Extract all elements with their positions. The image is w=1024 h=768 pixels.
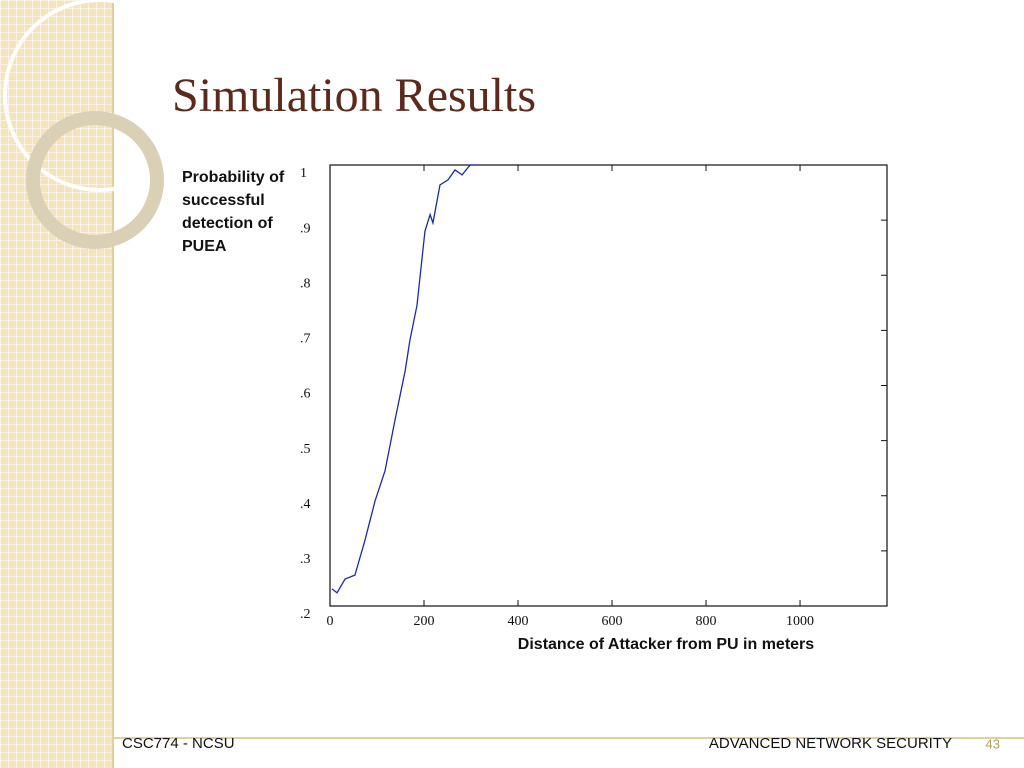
y-tick-label: .2 [300,607,311,622]
footer-left: CSC774 - NCSU [122,735,235,752]
plot-frame [329,164,888,607]
y-tick-label: .5 [300,442,311,457]
decor-circle [3,0,197,192]
x-tick-label: 200 [414,614,435,629]
y-tick-label: .8 [300,276,311,291]
y-tick-label: 1 [300,166,307,181]
page-number: 43 [986,736,1000,751]
x-tick-label: 400 [508,614,529,629]
x-axis-label: Distance of Attacker from PU in meters [518,636,814,653]
y-tick-label: .4 [300,497,311,512]
x-tick-label: 0 [327,614,334,629]
x-tick-label: 800 [696,614,717,629]
x-tick-label: 1000 [786,614,814,629]
data-line [331,164,479,594]
footer-right: ADVANCED NETWORK SECURITY [709,735,952,752]
y-tick-label: .9 [300,221,311,236]
slide-title: Simulation Results [172,69,536,122]
y-tick-label: .7 [300,332,311,347]
y-tick-label: .6 [300,387,311,402]
y-tick-label: .3 [300,552,311,567]
x-tick-label: 600 [602,614,623,629]
y-axis-label: Probability of successful detection of P… [182,169,285,255]
decor-circle [26,111,164,249]
